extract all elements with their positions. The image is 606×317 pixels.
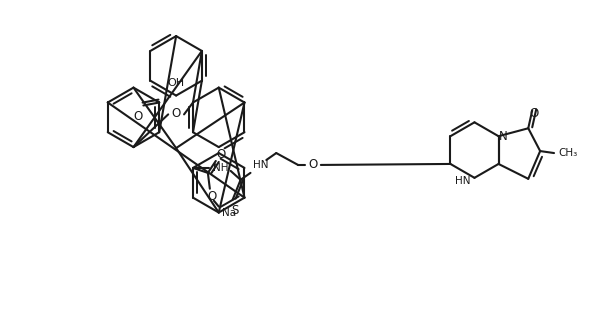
Text: HN: HN bbox=[455, 176, 470, 186]
Text: NH: NH bbox=[213, 163, 228, 173]
Text: O: O bbox=[308, 158, 318, 171]
Text: S: S bbox=[231, 204, 238, 217]
Text: O: O bbox=[530, 107, 539, 120]
Text: O: O bbox=[171, 107, 181, 120]
Text: Na: Na bbox=[222, 208, 236, 217]
Text: O: O bbox=[207, 190, 216, 203]
Text: OH: OH bbox=[168, 78, 185, 88]
Text: O: O bbox=[216, 147, 225, 160]
Text: N: N bbox=[499, 130, 508, 143]
Text: HN: HN bbox=[253, 160, 268, 170]
Text: O: O bbox=[134, 110, 143, 123]
Text: CH₃: CH₃ bbox=[558, 148, 578, 158]
